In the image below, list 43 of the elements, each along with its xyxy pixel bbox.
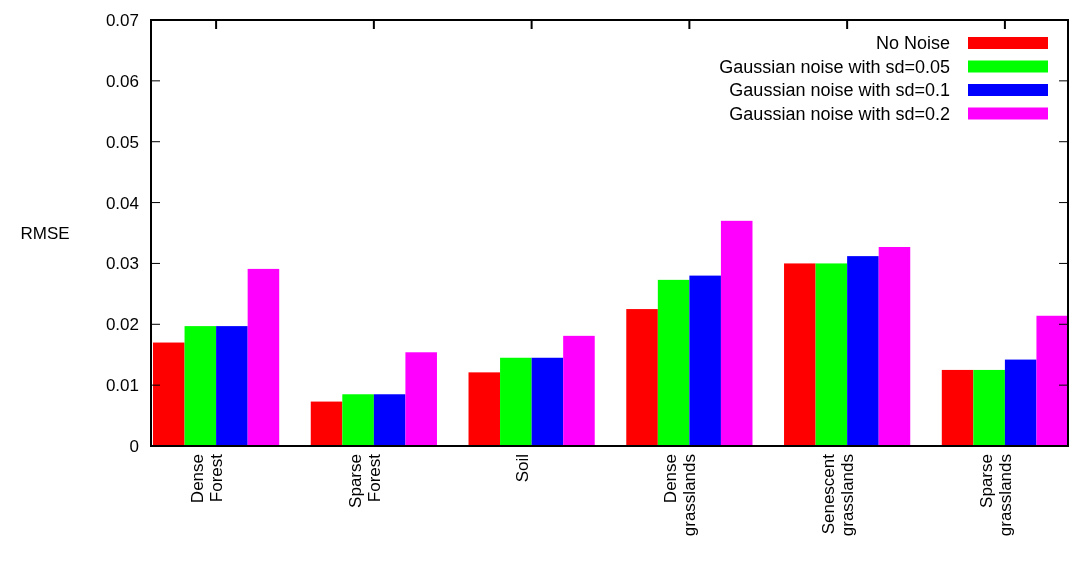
bar [973, 369, 1005, 446]
bar [1036, 315, 1068, 446]
bar [373, 394, 406, 446]
bar [657, 279, 690, 446]
bar [342, 394, 374, 446]
legend-label: Gaussian noise with sd=0.1 [729, 80, 950, 101]
bar [941, 369, 974, 446]
bar [310, 401, 343, 446]
y-tick-label: 0.06 [105, 71, 139, 91]
bar [784, 263, 816, 446]
bar [815, 263, 848, 446]
x-tick-label: Soil [512, 454, 532, 483]
x-tick-label: Sparse grasslands [976, 454, 1015, 537]
bar [153, 342, 185, 446]
bar [720, 220, 753, 446]
y-tick-label: 0.05 [105, 132, 139, 152]
x-tick-label: Sparse Forest [345, 453, 384, 508]
y-tick-label: 0 [129, 436, 139, 456]
bar [500, 357, 532, 446]
bar [847, 256, 879, 446]
bar [216, 326, 248, 446]
bar [626, 309, 658, 446]
legend-label: Gaussian noise with sd=0.05 [719, 56, 950, 77]
y-tick-label: 0.07 [105, 10, 139, 30]
bar [531, 357, 564, 446]
bar [1004, 359, 1037, 446]
bar [184, 326, 217, 446]
y-tick-label: 0.02 [105, 315, 139, 335]
bar [563, 335, 595, 446]
x-tick-label: Dense Forest [188, 453, 227, 504]
legend-label: No Noise [875, 33, 950, 54]
y-axis-title: RMSE [20, 223, 70, 243]
legend-label: Gaussian noise with sd=0.2 [729, 103, 950, 124]
y-tick-label: 0.03 [105, 254, 139, 274]
bar [405, 352, 437, 446]
x-tick-label: Dense grasslands [661, 454, 700, 537]
bar [878, 247, 911, 446]
x-tick-label: Senescent grasslands [819, 453, 858, 537]
bar [689, 275, 721, 446]
y-tick-label: 0.01 [105, 376, 139, 396]
y-tick-label: 0.04 [105, 193, 139, 213]
bar [247, 268, 280, 446]
bar [468, 372, 501, 446]
